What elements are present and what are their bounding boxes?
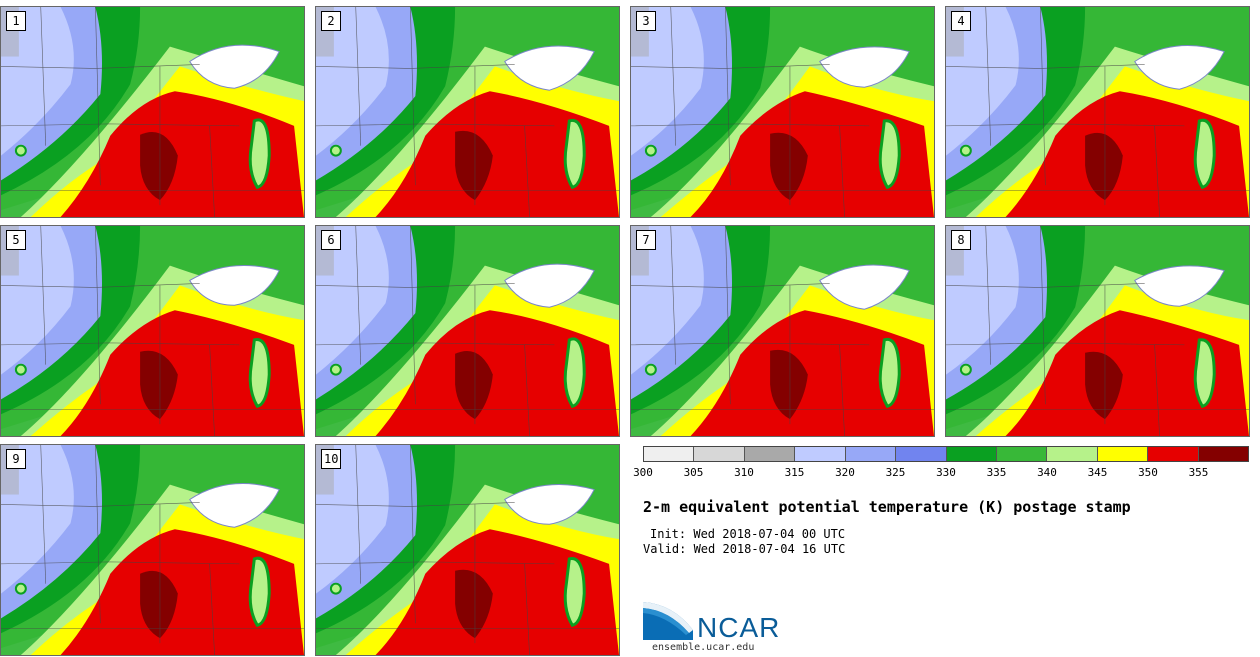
colorbar-tick-label: 320 — [835, 466, 855, 479]
member-number-label: 4 — [951, 11, 971, 31]
colorbar-segment — [1198, 447, 1249, 461]
member-number-label: 10 — [321, 449, 342, 469]
member-panel: 4 — [945, 6, 1250, 218]
site-url: ensemble.ucar.edu — [652, 642, 755, 653]
colorbar-tick-label: 350 — [1138, 466, 1158, 479]
member-number-label: 6 — [321, 230, 341, 250]
member-panel: 5 — [0, 225, 305, 437]
member-panel: 7 — [630, 225, 935, 437]
colorbar-tick-label: 325 — [885, 466, 906, 479]
valid-time: Valid: Wed 2018-07-04 16 UTC — [643, 542, 846, 556]
theta-e-map — [631, 7, 934, 217]
member-number-label: 7 — [636, 230, 656, 250]
ncar-logo-icon — [643, 602, 693, 640]
colorbar-tick-label: 305 — [683, 466, 704, 479]
colorbar-segment — [644, 447, 695, 461]
colorbar-segment — [896, 447, 947, 461]
theta-e-map — [1, 226, 304, 436]
colorbar-segment — [795, 447, 846, 461]
colorbar-tick-label: 315 — [784, 466, 805, 479]
colorbar-tick-label: 340 — [1037, 466, 1057, 479]
colorbar-segment — [744, 447, 796, 461]
colorbar-tick-label: 310 — [734, 466, 754, 479]
member-panel: 6 — [315, 225, 620, 437]
theta-e-map — [946, 226, 1249, 436]
member-panel: 1 — [0, 6, 305, 218]
member-number-label: 5 — [6, 230, 26, 250]
colorbar-segment — [996, 447, 1048, 461]
colorbar-ticks: 300 305 310 315 320 325 330 335 340 345 350 355 — [633, 466, 1249, 482]
init-time: Init: Wed 2018-07-04 00 UTC — [650, 527, 846, 541]
theta-e-map — [946, 7, 1249, 217]
colorbar-tick-label: 345 — [1087, 466, 1108, 479]
theta-e-map — [316, 226, 619, 436]
theta-e-map — [1, 7, 304, 217]
member-panel: 8 — [945, 225, 1250, 437]
theta-e-map — [1, 445, 304, 655]
theta-e-map — [316, 7, 619, 217]
ncar-logo-text: NCAR — [697, 612, 781, 643]
member-panel: 3 — [630, 6, 935, 218]
member-panel: 10 — [315, 444, 620, 656]
member-number-label: 9 — [6, 449, 26, 469]
colorbar-segment — [1148, 447, 1199, 461]
colorbar-tick-label: 300 — [633, 466, 653, 479]
member-number-label: 2 — [321, 11, 341, 31]
member-number-label: 3 — [636, 11, 656, 31]
colorbar-segment — [1047, 447, 1098, 461]
theta-e-map — [316, 445, 619, 655]
colorbar — [643, 446, 1249, 462]
figure-title: 2-m equivalent potential temperature (K)… — [643, 498, 1131, 516]
theta-e-map — [631, 226, 934, 436]
colorbar-segment — [1097, 447, 1149, 461]
colorbar-segment — [694, 447, 745, 461]
colorbar-segment — [845, 447, 897, 461]
colorbar-segment — [946, 447, 997, 461]
colorbar-tick-label: 330 — [936, 466, 956, 479]
member-number-label: 8 — [951, 230, 971, 250]
member-panel: 9 — [0, 444, 305, 656]
colorbar-tick-label: 335 — [986, 466, 1007, 479]
member-panel: 2 — [315, 6, 620, 218]
member-number-label: 1 — [6, 11, 26, 31]
colorbar-tick-label: 355 — [1188, 466, 1209, 479]
